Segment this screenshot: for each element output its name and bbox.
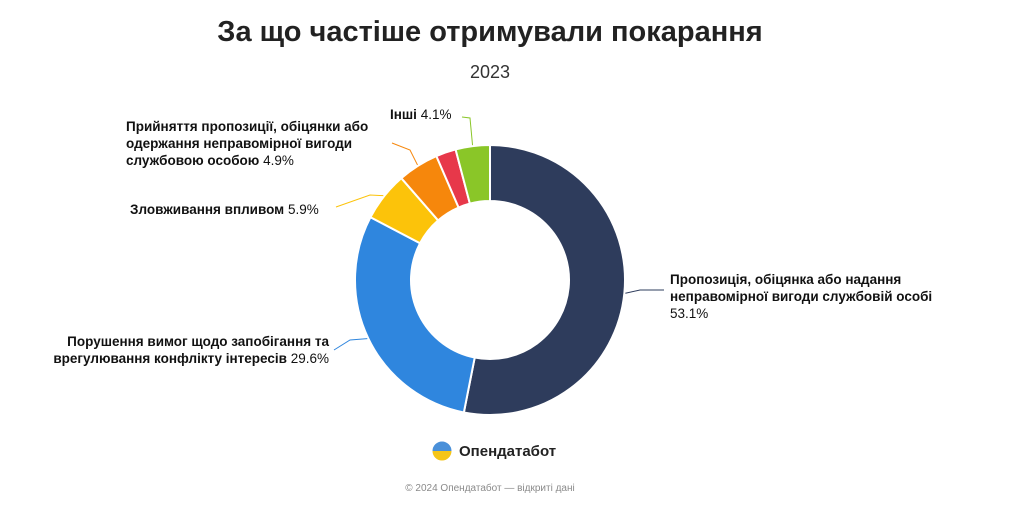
slice-label-name: одержання неправомірної вигоди [126, 136, 353, 151]
opendatabot-logo-icon [431, 440, 453, 462]
slice-label-influence-abuse: Зловживання впливом 5.9% [130, 201, 319, 218]
leader-line-1 [333, 338, 368, 351]
slice-label-name: Прийняття пропозиції, обіцянки або [126, 119, 369, 134]
chart-subtitle: 2023 [469, 62, 511, 82]
donut-slice-1[interactable] [354, 216, 476, 414]
slice-label-name: Порушення вимог щодо запобігання та [67, 334, 329, 349]
slice-label-name: Пропозиція, обіцянка або надання [670, 272, 902, 287]
slice-label-value: 53.1% [670, 306, 709, 321]
slice-label-name: врегулювання конфлікту інтересів [53, 351, 287, 366]
donut-slice-0[interactable] [462, 144, 626, 416]
slice-label-name: Інші [390, 107, 417, 122]
slice-label-name: неправомірної вигоди службовій особі [670, 289, 933, 304]
slice-label-value: 5.9% [287, 202, 319, 217]
slice-label-value: 29.6% [290, 351, 329, 366]
slice-label-other: Інші 4.1% [390, 106, 451, 123]
donut-slice-5[interactable] [454, 144, 491, 205]
footer-credit: © 2024 Опендатабот — відкриті дані [405, 483, 575, 494]
leader-line-3 [391, 142, 418, 166]
brand-name: Опендатабот [459, 442, 557, 460]
brand: Опендатабот [431, 440, 556, 462]
slice-label-name: службовою особою [126, 153, 260, 168]
leader-line-0 [625, 289, 664, 294]
slice-label-name: Зловживання впливом [130, 202, 285, 217]
leader-line-2 [335, 194, 384, 208]
slice-label-value: 4.9% [263, 153, 294, 168]
slice-label-bribery-offer: Пропозиція, обіцянка або надання неправо… [670, 271, 932, 322]
chart-title: За що частіше отримували покарання [217, 16, 763, 48]
leader-line-5 [461, 116, 474, 146]
slice-label-value: 4.1% [420, 107, 452, 122]
slice-label-bribe-acceptance: Прийняття пропозиції, обіцянки або одерж… [126, 118, 368, 169]
slice-label-conflict-of-interest: Порушення вимог щодо запобігання та врег… [42, 333, 329, 367]
